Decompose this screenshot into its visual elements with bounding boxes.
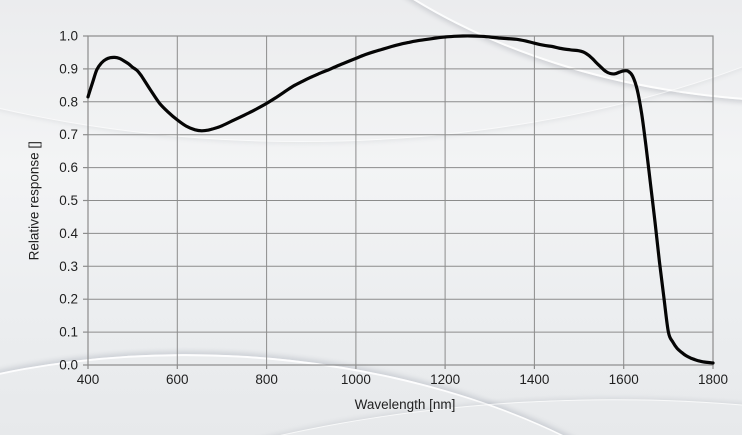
svg-text:0.6: 0.6 [59, 160, 78, 175]
svg-text:0.3: 0.3 [59, 259, 78, 274]
svg-text:0.7: 0.7 [59, 127, 78, 142]
svg-text:800: 800 [255, 372, 278, 387]
tick-marks [83, 35, 714, 369]
svg-text:1.0: 1.0 [59, 29, 78, 44]
svg-text:1200: 1200 [430, 372, 460, 387]
svg-text:0.9: 0.9 [59, 61, 78, 76]
svg-text:0.2: 0.2 [59, 292, 78, 307]
svg-text:600: 600 [166, 372, 189, 387]
svg-text:1000: 1000 [341, 372, 371, 387]
svg-text:1400: 1400 [519, 372, 549, 387]
svg-text:0.0: 0.0 [59, 358, 78, 373]
svg-text:0.1: 0.1 [59, 325, 78, 340]
x-tick-labels: 400 600 800 1000 1200 1400 1600 1800 [77, 372, 728, 387]
svg-text:1600: 1600 [609, 372, 639, 387]
svg-text:1800: 1800 [698, 372, 728, 387]
svg-text:0.5: 0.5 [59, 193, 78, 208]
response-curve [86, 34, 715, 365]
gridlines [87, 35, 714, 366]
svg-text:0.4: 0.4 [59, 226, 78, 241]
svg-text:400: 400 [77, 372, 100, 387]
svg-text:0.8: 0.8 [59, 94, 78, 109]
y-tick-labels: 0.0 0.1 0.2 0.3 0.4 0.5 0.6 0.7 0.8 0.9 1.0 [59, 29, 78, 373]
x-axis-title: Wavelength [nm] [354, 397, 456, 412]
y-axis-title: Relative response [] [26, 141, 42, 261]
